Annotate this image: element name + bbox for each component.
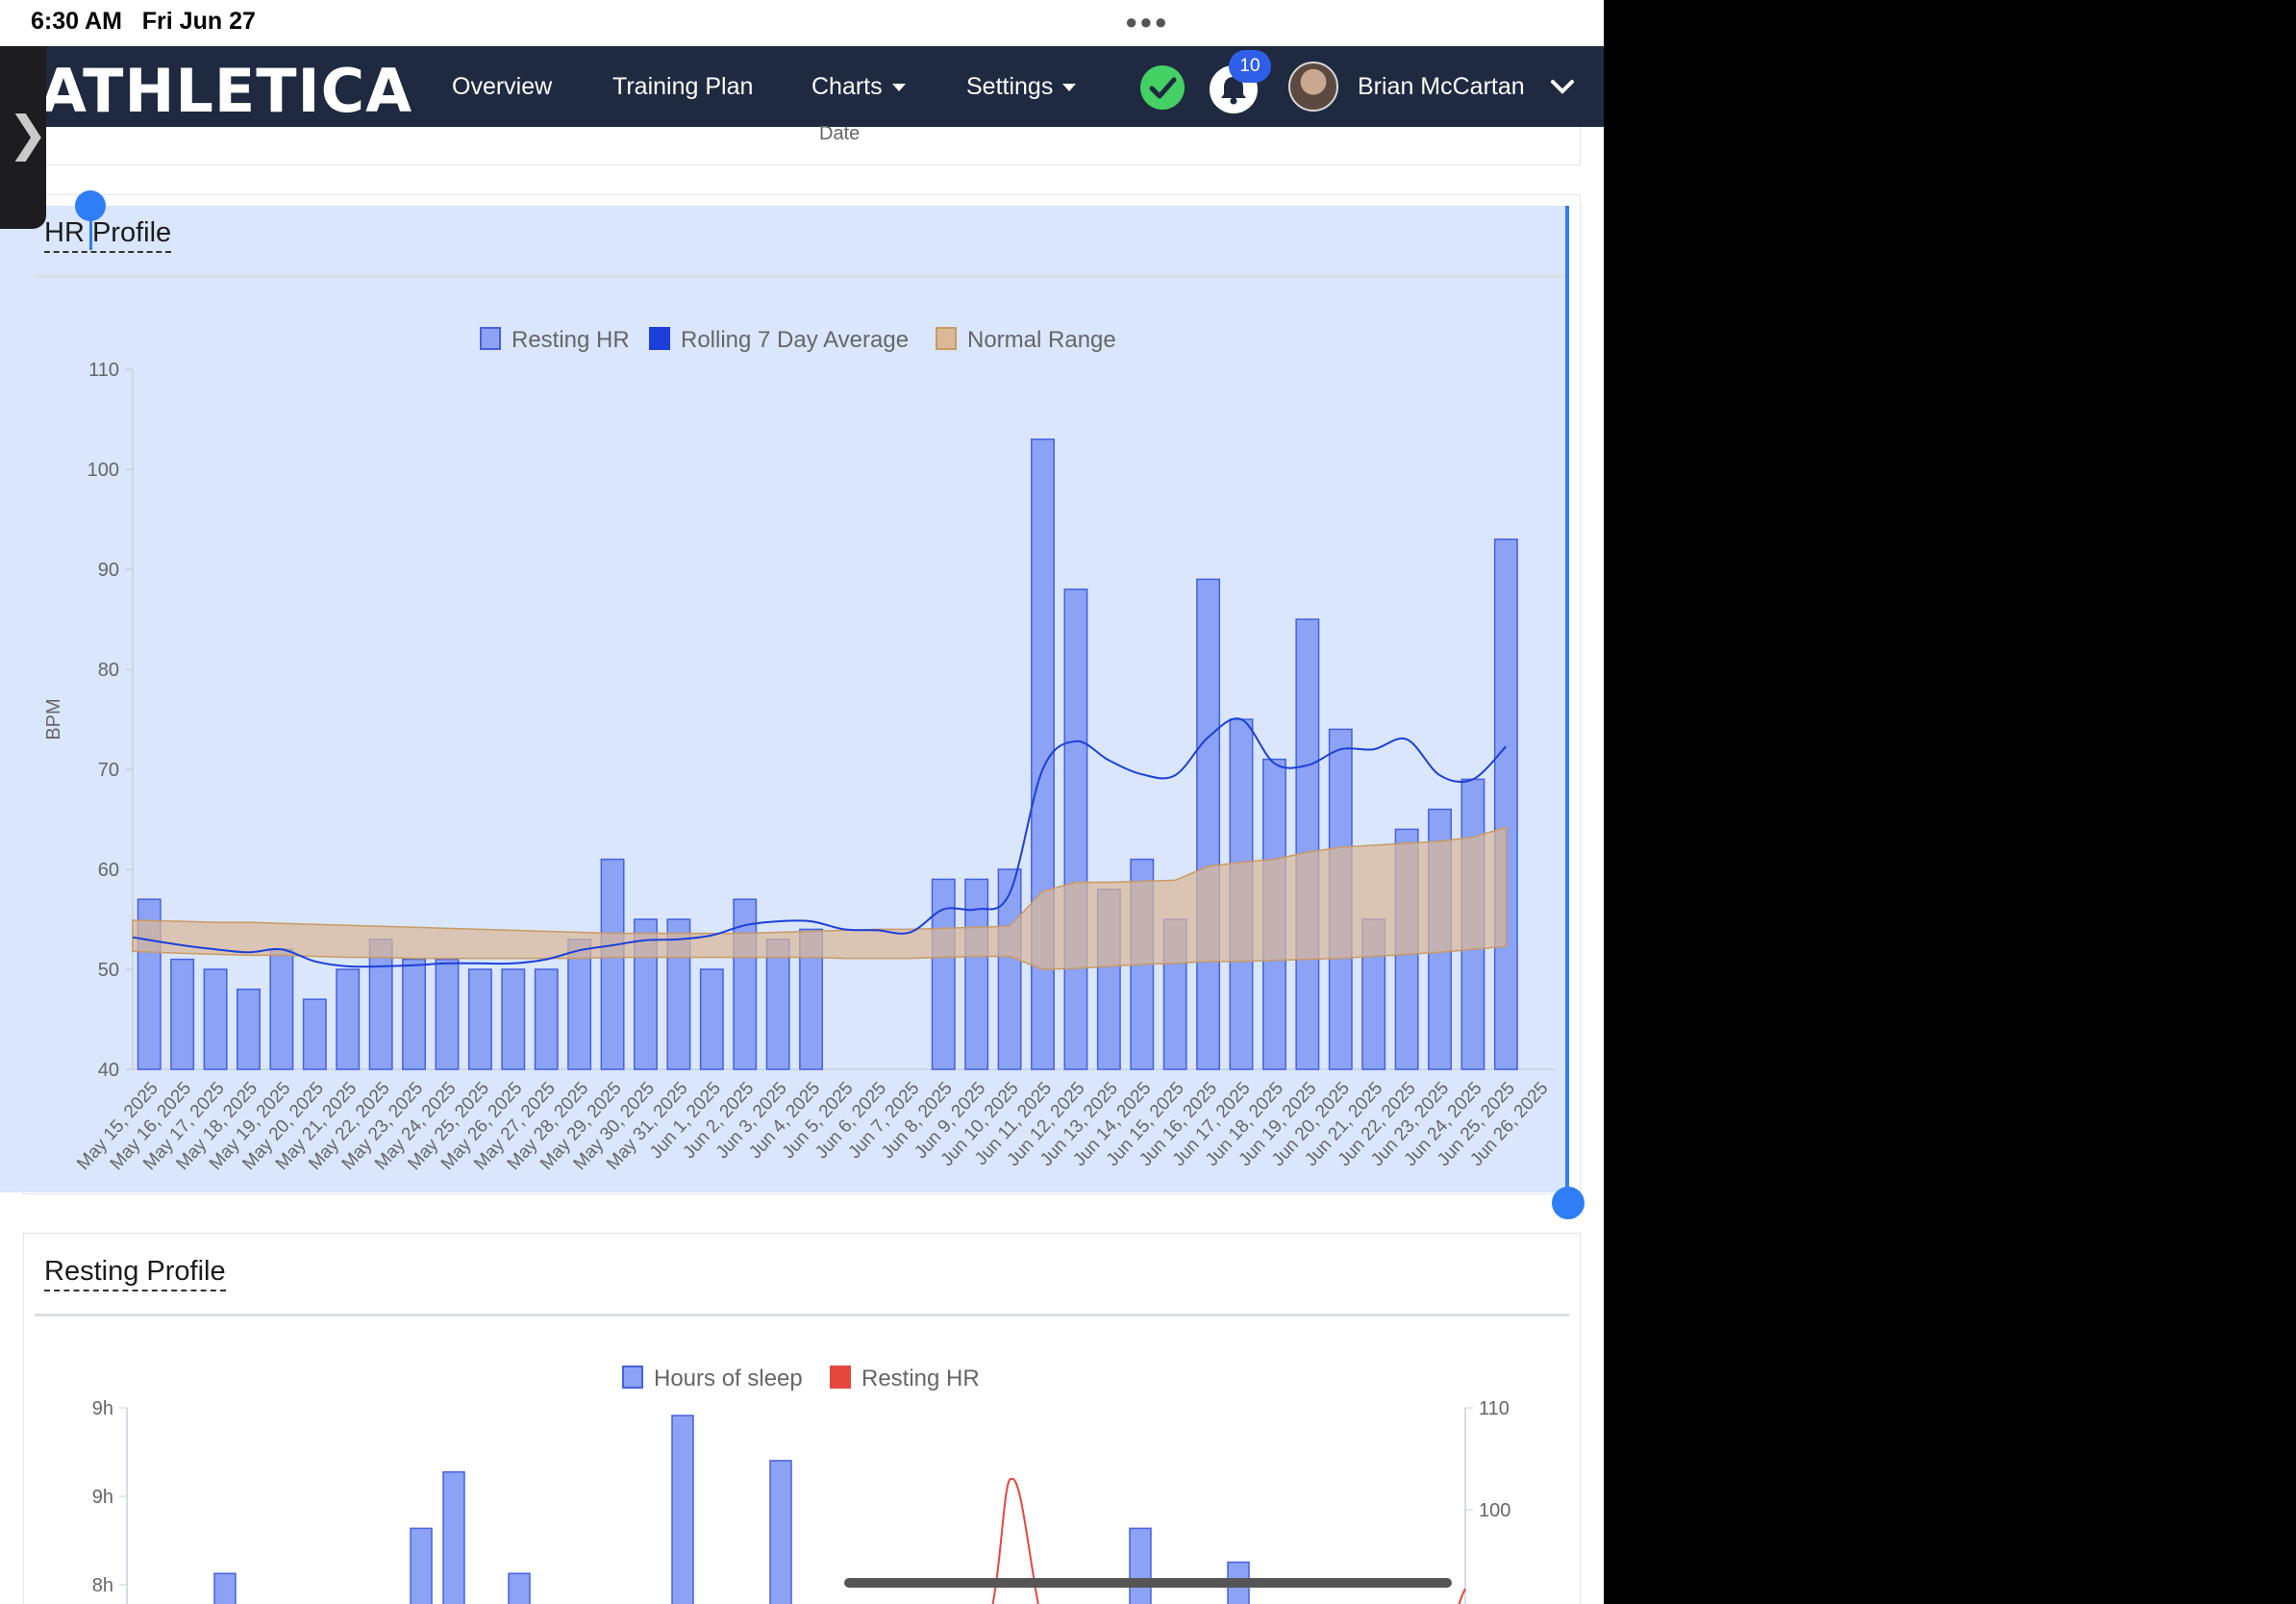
nav-charts-dropdown[interactable]: Charts (811, 73, 906, 101)
status-time: 6:30 AM Fri Jun 27 (31, 8, 256, 35)
hr-bar (302, 998, 327, 1070)
nav-settings-dropdown[interactable]: Settings (966, 73, 1077, 101)
multitask-dots-icon[interactable]: ●●● (1125, 10, 1169, 34)
resting-card-divider (35, 1314, 1569, 1316)
hr-bar (435, 958, 460, 1070)
hr-bar (402, 958, 427, 1070)
check-status-icon[interactable] (1140, 65, 1185, 110)
user-name[interactable]: Brian McCartan (1358, 73, 1525, 100)
right-y-tick-label: 110 (1479, 1398, 1510, 1419)
legend-swatch-sleep (622, 1366, 643, 1389)
previous-chart-card (23, 127, 1581, 165)
legend-label-1: Rolling 7 Day Average (681, 327, 909, 353)
rolling-average-line (132, 717, 1508, 968)
hr-bar (1063, 589, 1088, 1070)
legend-swatch-resting-hr (830, 1366, 851, 1389)
y-tick-label: 50 (98, 960, 119, 981)
nav-training-plan[interactable]: Training Plan (612, 73, 754, 100)
legend-label-resting-hr: Resting HR (861, 1366, 980, 1391)
hr-bar (1493, 539, 1518, 1070)
hr-bar (997, 868, 1022, 1070)
hr-bar (203, 968, 228, 1070)
selection-start-handle[interactable] (75, 190, 106, 221)
hr-bar (170, 958, 195, 1070)
hr-bar (1295, 618, 1320, 1070)
legend-label-sleep: Hours of sleep (654, 1366, 803, 1391)
sleep-bar (508, 1572, 531, 1604)
resting-hr-line-edge (1458, 1588, 1466, 1604)
hr-bar (534, 968, 559, 1070)
sleep-bar (213, 1572, 237, 1604)
hr-bar (269, 948, 294, 1070)
hr-card-divider (35, 275, 1569, 278)
hr-bar (467, 968, 492, 1070)
hr-bar (699, 968, 724, 1070)
legend-swatch-0 (480, 327, 501, 350)
athletica-logo[interactable]: ATHLETICA (40, 56, 413, 126)
previous-chart-x-axis-label: Date (819, 123, 861, 144)
y-tick-label: 70 (98, 760, 119, 781)
hr-bar (799, 928, 824, 1070)
hr-bar (964, 878, 989, 1070)
empty-screen-area (1604, 0, 2296, 1604)
caret-down-icon (1062, 84, 1077, 92)
hr-bar (368, 939, 393, 1070)
chevron-down-icon[interactable] (1550, 73, 1575, 103)
resting-profile-card (23, 1233, 1581, 1604)
scroll-indicator[interactable] (844, 1578, 1452, 1588)
selection-edge (1565, 206, 1569, 1202)
selection-end-handle[interactable] (1552, 1187, 1585, 1219)
chevron-right-icon: ❯ (8, 107, 48, 161)
right-y-tick-label: 100 (1479, 1500, 1510, 1521)
y-axis-label: BPM (43, 698, 64, 739)
hr-bar (765, 939, 790, 1070)
sidebar-toggle-handle[interactable]: ❯ (0, 46, 48, 229)
resting-profile-chart: Hours of sleep Resting HR 9h 9h 8h 110 100 (92, 1366, 1510, 1604)
nav-overview[interactable]: Overview (452, 73, 553, 100)
y-tick-label: 110 (88, 360, 119, 381)
hr-bar (237, 989, 261, 1070)
app-window: 6:30 AM Fri Jun 27 ●●● ATHLETICA Overvie… (0, 0, 1604, 1604)
left-y-tick-label: 9h (92, 1487, 113, 1508)
user-avatar[interactable] (1288, 62, 1338, 112)
hr-bar (501, 968, 526, 1070)
resting-profile-title[interactable]: Resting Profile (44, 1256, 226, 1291)
hr-bar (336, 968, 361, 1070)
legend-swatch-2 (936, 327, 957, 350)
legend-label-2: Normal Range (967, 327, 1116, 353)
legend-label-0: Resting HR (512, 327, 630, 353)
sleep-bar (410, 1527, 433, 1604)
sleep-bar (442, 1470, 465, 1604)
sleep-bar (769, 1460, 792, 1604)
y-tick-label: 90 (98, 560, 119, 581)
hr-bar (1196, 578, 1221, 1070)
left-y-tick-label: 8h (92, 1575, 113, 1596)
y-tick-label: 60 (98, 860, 119, 881)
legend-swatch-1 (649, 327, 670, 350)
text-cursor (89, 217, 92, 250)
hr-profile-chart: Resting HR Rolling 7 Day Average Normal Ra… (43, 327, 1556, 1174)
y-tick-label: 100 (87, 460, 119, 481)
status-bar: 6:30 AM Fri Jun 27 ●●● (0, 0, 1604, 46)
notification-count-badge: 10 (1229, 50, 1271, 83)
resting-hr-line (991, 1478, 1039, 1604)
sleep-bar (671, 1415, 694, 1604)
caret-down-icon (891, 84, 906, 92)
hr-bar (931, 878, 956, 1070)
hr-profile-title[interactable]: HR Profile (44, 217, 172, 253)
hr-bar (600, 858, 625, 1070)
normal-range-band (132, 826, 1508, 970)
y-tick-label: 80 (98, 660, 119, 681)
sleep-bar (1129, 1527, 1152, 1604)
left-y-tick-label: 9h (92, 1398, 113, 1419)
y-tick-label: 40 (98, 1060, 119, 1081)
top-navbar: ATHLETICA Overview Training Plan Charts … (0, 46, 1604, 127)
